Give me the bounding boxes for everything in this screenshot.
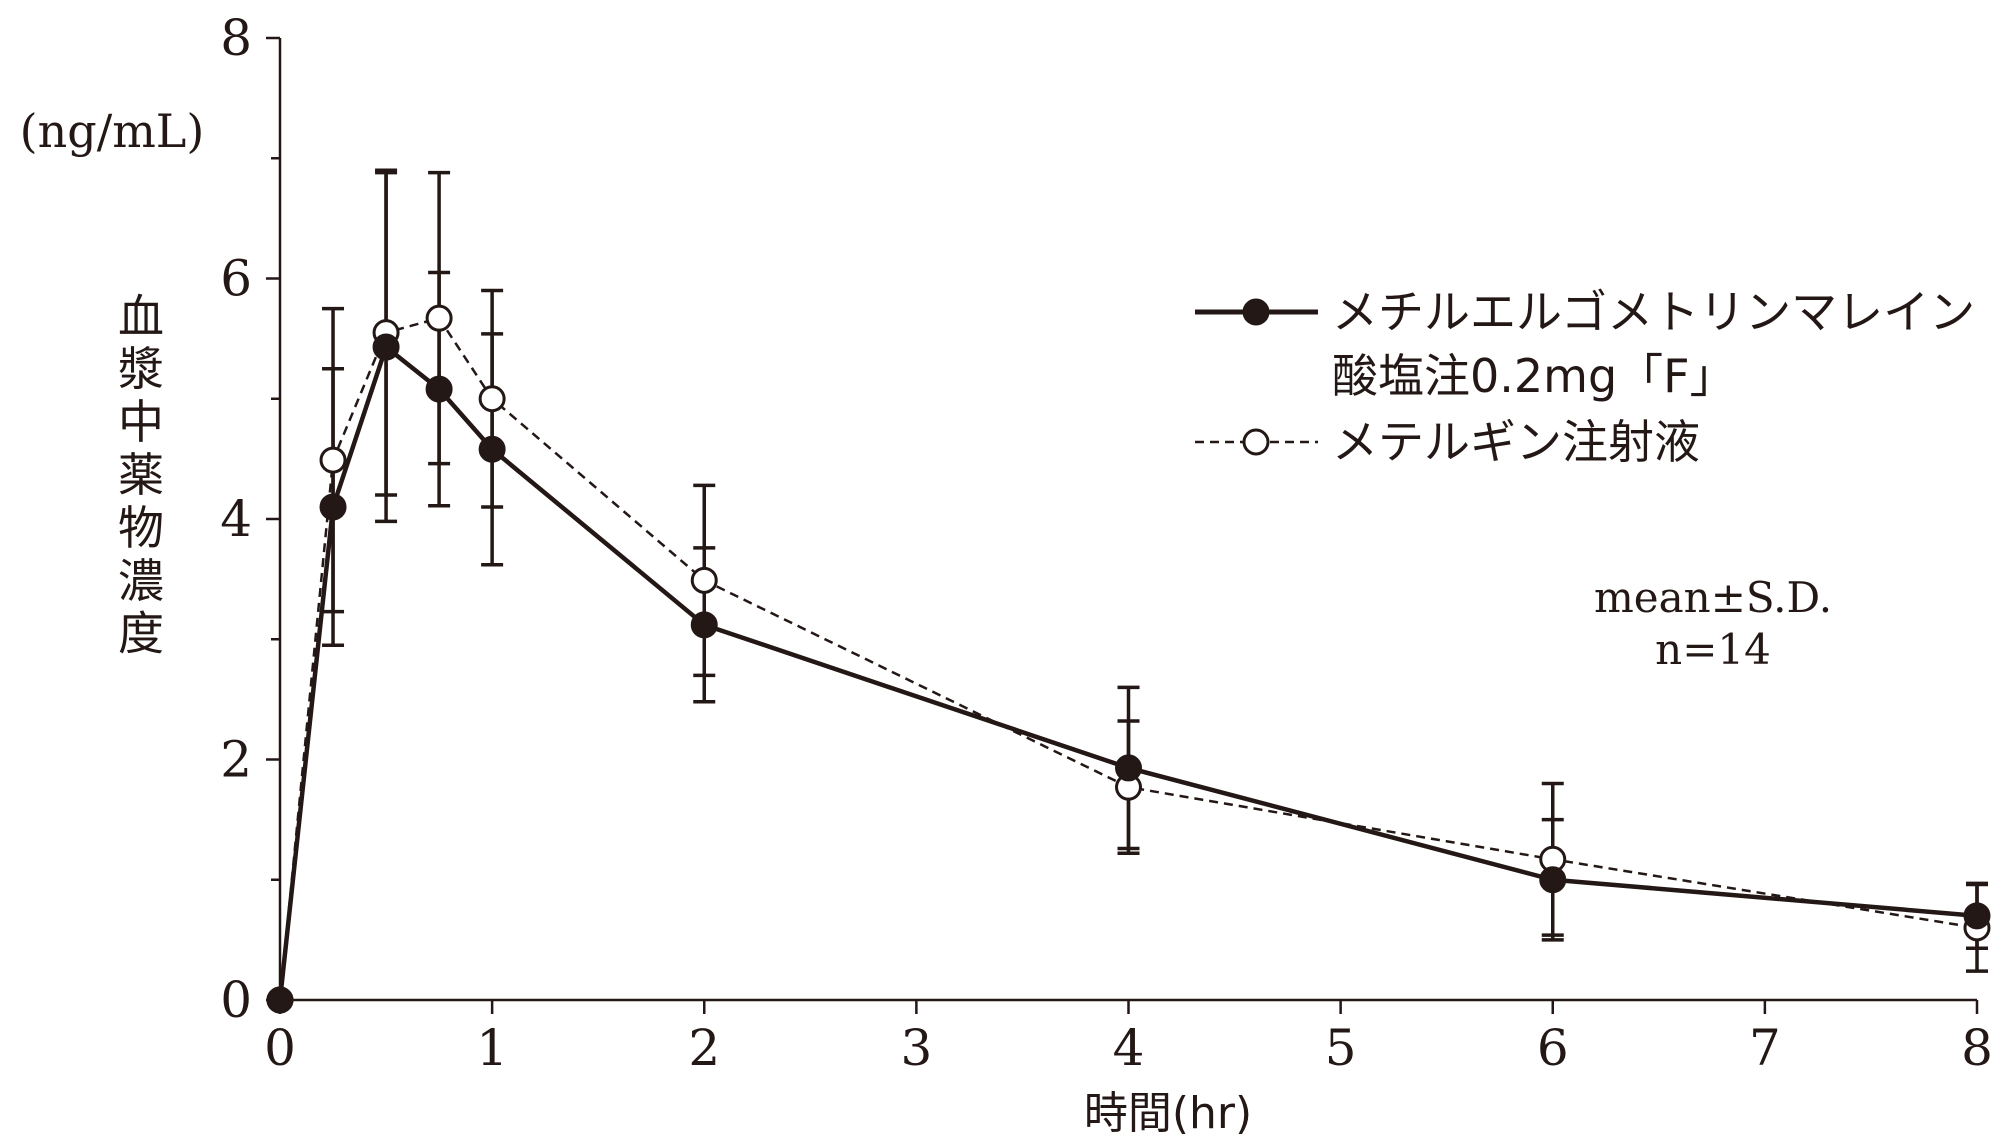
- data-point-filled: [1539, 866, 1567, 894]
- legend-label-series-1-line-2: 酸塩注0.2mg「F」: [1332, 349, 1736, 403]
- x-tick-label: 3: [900, 1019, 932, 1077]
- x-tick-label: 7: [1749, 1019, 1781, 1077]
- x-tick-label: 8: [1961, 1019, 1993, 1077]
- x-tick-label: 5: [1325, 1019, 1357, 1077]
- x-axis-label: 時間(hr): [1084, 1088, 1252, 1139]
- data-point-filled: [372, 333, 400, 361]
- data-points: [266, 304, 1991, 1014]
- y-tick-label: 8: [220, 9, 252, 67]
- legend-marker-open: [1242, 428, 1270, 456]
- y-tick-label: 2: [220, 731, 252, 789]
- annotation-stat: mean±S.D.: [1594, 573, 1832, 622]
- data-point-open: [478, 385, 506, 413]
- legend-label-series-1-line-1: メチルエルゴメトリンマレイン: [1332, 285, 1975, 339]
- annotation-n: n=14: [1655, 625, 1771, 674]
- legend: メチルエルゴメトリンマレイン 酸塩注0.2mg「F」 メテルギン注射液: [1195, 285, 1975, 469]
- legend-label-series-2: メテルギン注射液: [1332, 415, 1700, 469]
- data-point-open: [690, 566, 718, 594]
- y-axis-label: 血漿中薬物濃度: [118, 289, 164, 660]
- x-tick-label: 2: [688, 1019, 720, 1077]
- data-point-filled: [319, 493, 347, 521]
- y-tick-label: 4: [220, 490, 252, 548]
- data-point-open: [425, 304, 453, 332]
- legend-marker-filled: [1242, 298, 1270, 326]
- data-point-filled: [1963, 902, 1991, 930]
- x-tick-label: 4: [1113, 1019, 1145, 1077]
- data-point-filled: [266, 986, 294, 1014]
- data-point-filled: [690, 611, 718, 639]
- y-tick-label: 6: [220, 250, 252, 308]
- y-tick-label: 0: [220, 971, 252, 1029]
- y-axis-unit: (ng/mL): [20, 104, 205, 158]
- data-point-filled: [478, 435, 506, 463]
- x-tick-labels: 0 1 2 3 4 5 6 7 8: [264, 1019, 1993, 1077]
- x-tick-label: 0: [264, 1019, 296, 1077]
- data-point-open: [319, 446, 347, 474]
- x-tick-label: 1: [476, 1019, 508, 1077]
- axes: [266, 36, 1979, 1014]
- x-tick-label: 6: [1537, 1019, 1569, 1077]
- y-tick-labels: 0 2 4 6 8: [220, 9, 252, 1029]
- data-point-filled: [1115, 754, 1142, 782]
- data-point-filled: [425, 375, 453, 403]
